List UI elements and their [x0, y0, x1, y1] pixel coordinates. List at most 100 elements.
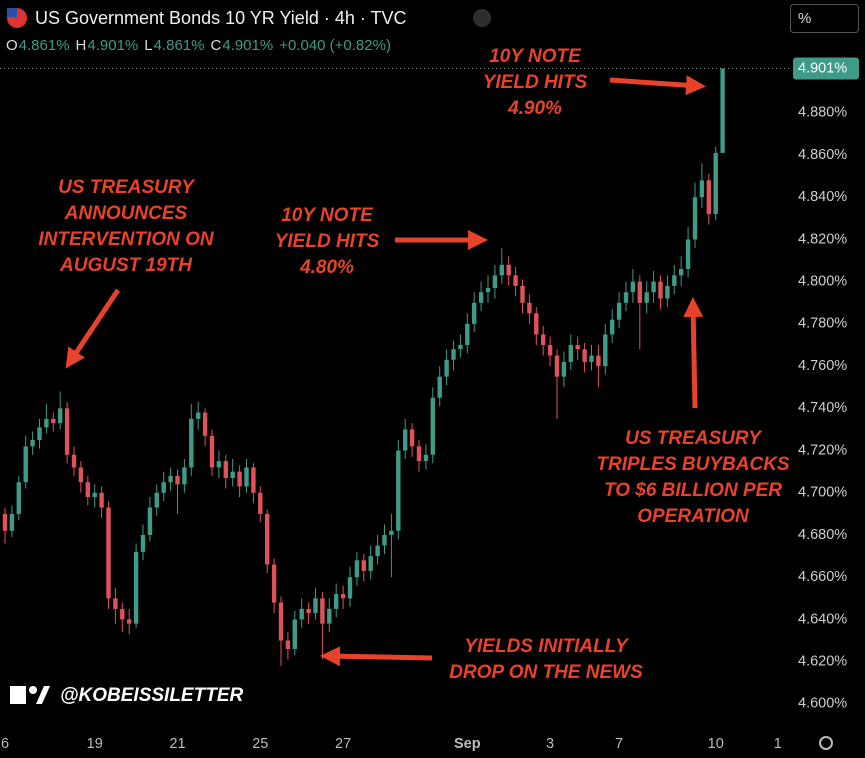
- candle-body: [672, 275, 677, 286]
- candle-body: [472, 302, 477, 324]
- tv-logo: [29, 686, 37, 694]
- candle-body: [265, 513, 270, 565]
- candle-body: [444, 359, 449, 377]
- candle-body: [2, 513, 8, 531]
- candle-body: [306, 608, 311, 614]
- y-tick-label: 4.800%: [798, 273, 847, 289]
- candle-body: [9, 513, 15, 531]
- annotation: OPERATION: [637, 506, 750, 527]
- candle-body: [285, 640, 291, 649]
- candle-body: [520, 285, 525, 303]
- x-tick-label: 27: [335, 736, 351, 752]
- candle-body: [16, 482, 21, 514]
- annotation: 10Y NOTE: [281, 205, 374, 226]
- candle-body: [147, 507, 153, 535]
- candle-body: [658, 281, 663, 299]
- candle-body: [561, 361, 567, 377]
- candle-body: [589, 355, 594, 362]
- candle-body: [127, 619, 132, 624]
- x-tick-label: Sep: [454, 736, 481, 752]
- unit-button-label[interactable]: %: [798, 10, 811, 27]
- arrow: [609, 75, 706, 96]
- candle-body: [237, 471, 242, 487]
- candle-body: [403, 429, 408, 451]
- annotation: US TREASURY: [625, 428, 763, 449]
- candle-body: [465, 323, 470, 345]
- candle-body: [44, 418, 49, 428]
- annotation: 10Y NOTE: [489, 46, 582, 67]
- candle-body: [120, 608, 125, 620]
- arrow: [320, 646, 433, 667]
- candle-body: [409, 429, 415, 447]
- candle-body: [685, 239, 691, 269]
- candle-body: [375, 545, 380, 557]
- last-price-label: 4.901%: [798, 60, 847, 76]
- y-tick-label: 4.820%: [798, 231, 847, 247]
- y-tick-label: 4.720%: [798, 442, 847, 458]
- arrow: [683, 297, 704, 409]
- last-price-tag: [793, 57, 859, 80]
- candle-body: [64, 408, 70, 455]
- y-tick-label: 4.700%: [798, 485, 847, 501]
- candle-body: [51, 418, 56, 424]
- candle-body: [382, 535, 387, 546]
- annotation: YIELDS INITIALLY: [464, 636, 630, 657]
- candle-body: [258, 492, 263, 514]
- settings-icon[interactable]: [819, 736, 833, 750]
- candle-body: [692, 197, 698, 240]
- candle-body: [568, 345, 573, 362]
- candle-body: [534, 313, 539, 335]
- annotations: 10Y NOTE YIELD HITS 4.90% US TREASURY ANNOUN…: [38, 46, 790, 683]
- candle-body: [527, 302, 532, 314]
- candle-body: [637, 281, 642, 303]
- candle-body: [92, 492, 97, 497]
- y-tick-label: 4.760%: [798, 358, 847, 374]
- candle-body: [278, 602, 284, 641]
- candle-body: [133, 551, 139, 624]
- y-tick-label: 4.860%: [798, 147, 847, 163]
- candle-body: [610, 319, 615, 335]
- candle-body: [347, 577, 353, 599]
- candle-body: [706, 180, 711, 215]
- change: +0.040 (+0.82%): [279, 37, 391, 54]
- y-tick-label: 4.680%: [798, 527, 847, 543]
- tv-logo: [36, 686, 50, 704]
- candle-body: [699, 180, 705, 198]
- candle-body: [168, 475, 173, 483]
- candle-body: [458, 345, 463, 350]
- unit-button[interactable]: [790, 4, 859, 33]
- candle-body: [37, 427, 42, 440]
- candle-body: [478, 292, 484, 303]
- candle-body: [271, 564, 277, 603]
- candle-body: [223, 461, 228, 478]
- candle-body: [78, 467, 84, 483]
- candle-body: [216, 461, 222, 468]
- candle-body: [506, 264, 511, 276]
- candle-body: [161, 482, 166, 493]
- candle-body: [389, 530, 394, 535]
- annotation: YIELD HITS: [275, 231, 380, 252]
- candle-body: [113, 598, 118, 609]
- candle-body: [175, 475, 180, 485]
- candle-body: [616, 302, 622, 320]
- candle-body: [23, 446, 28, 483]
- candle-body: [492, 275, 498, 288]
- chart-title: US Government Bonds 10 YR Yield · 4h · T…: [35, 8, 407, 28]
- x-tick-label: 21: [169, 736, 185, 752]
- candle-body: [665, 285, 670, 299]
- candle-body: [361, 560, 366, 571]
- candle-body: [244, 467, 249, 487]
- annotation: TO $6 BILLION PER: [604, 480, 782, 501]
- x-tick-label: 3: [546, 736, 554, 752]
- candle-body: [30, 440, 35, 447]
- candle-body: [140, 535, 146, 552]
- candle-body: [334, 594, 339, 609]
- candle-body: [396, 450, 401, 531]
- candle-body: [340, 594, 346, 599]
- x-tick-label: 10: [708, 736, 724, 752]
- y-tick-label: 4.620%: [798, 653, 847, 669]
- candle-body: [554, 355, 560, 377]
- candle-body: [106, 507, 111, 599]
- ohlc-value: 4.861%: [19, 37, 70, 54]
- tv-logo: [10, 686, 26, 704]
